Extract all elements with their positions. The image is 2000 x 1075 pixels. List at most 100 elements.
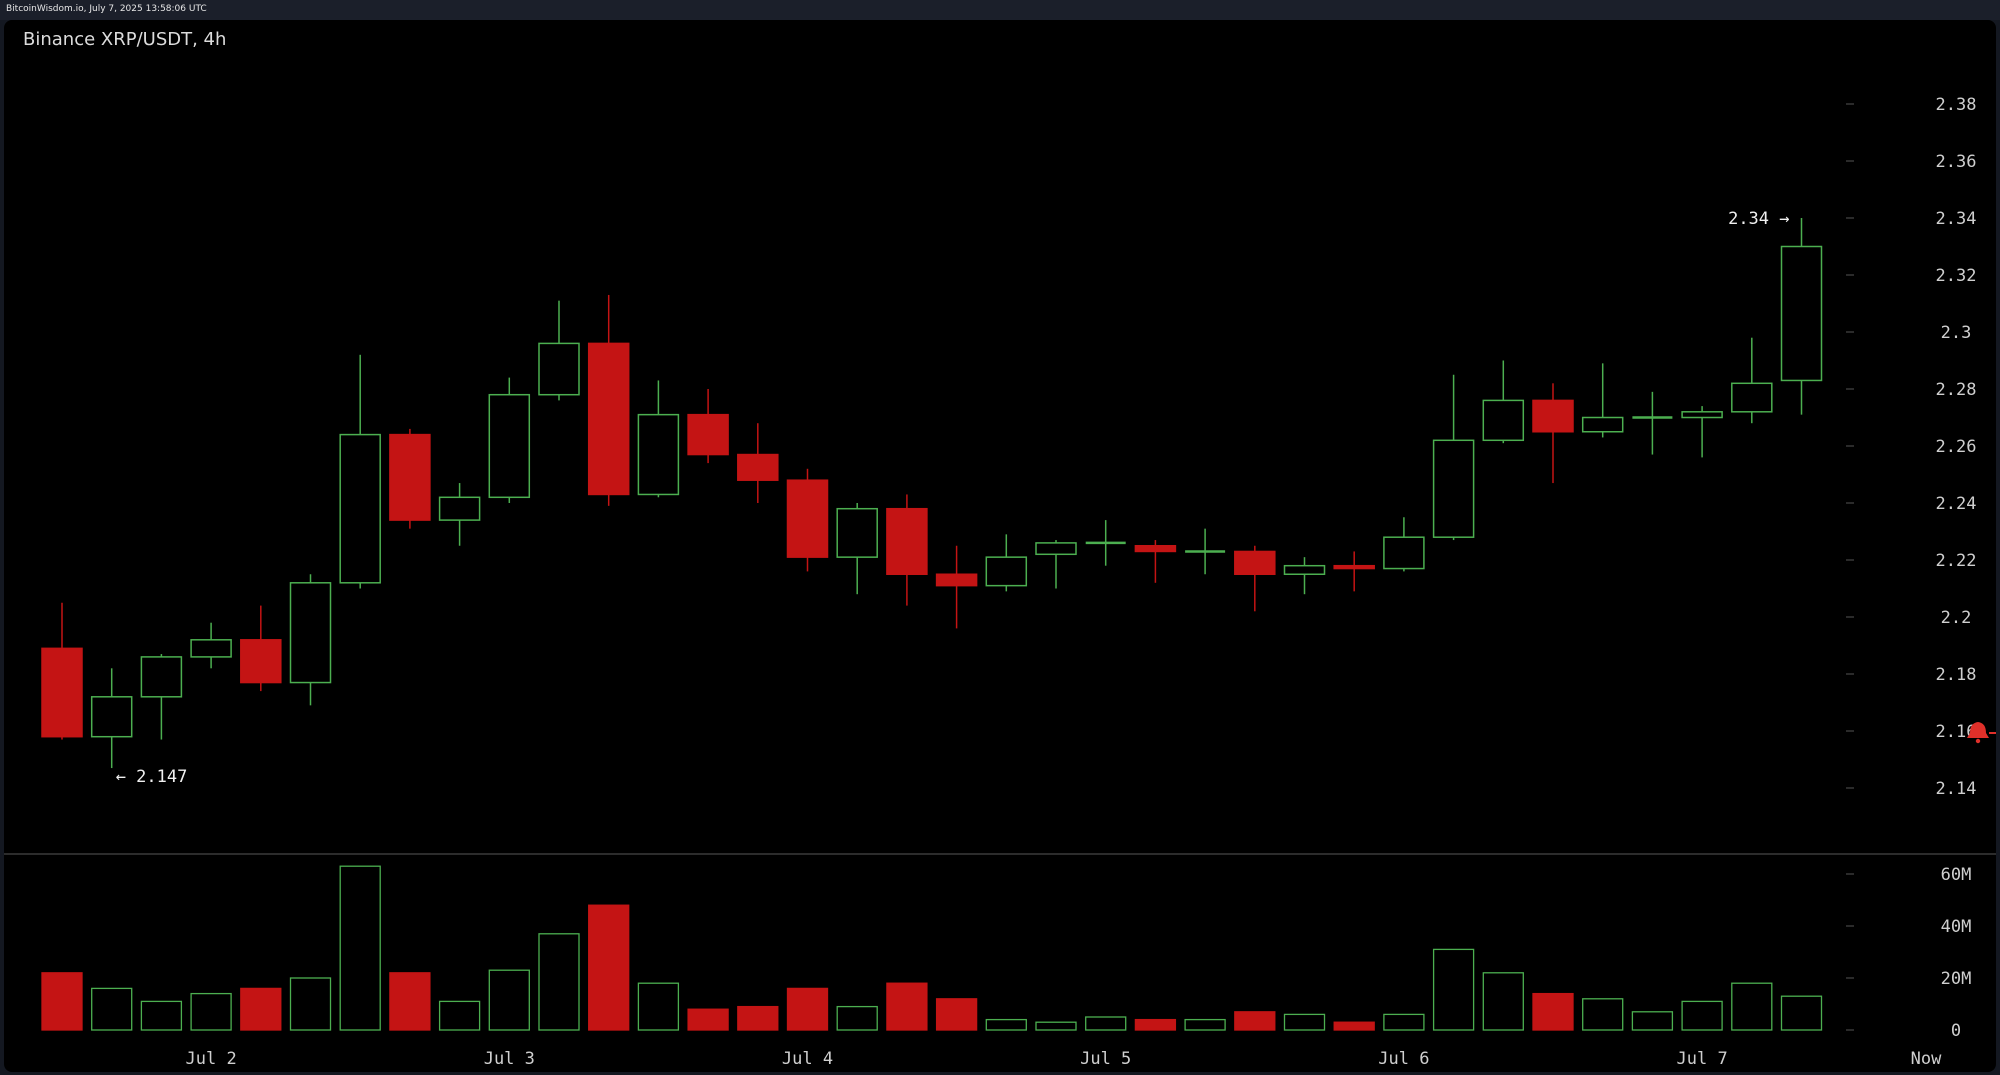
volume-bar bbox=[438, 1000, 481, 1031]
price-tick-label: 2.2 bbox=[1941, 608, 1972, 628]
annotations: 2.34 → ← 2.147 bbox=[116, 209, 1790, 787]
candle bbox=[438, 483, 481, 546]
bell-icon[interactable] bbox=[1967, 722, 1996, 744]
candle bbox=[1632, 391, 1673, 455]
time-tick-label: Jul 4 bbox=[782, 1049, 833, 1069]
candle-body bbox=[935, 573, 978, 587]
top-info-bar: BitcoinWisdom.io, July 7, 2025 13:58:06 … bbox=[0, 0, 2000, 20]
time-tick-label: Jul 3 bbox=[484, 1049, 535, 1069]
candle bbox=[140, 654, 183, 740]
high-annotation: 2.34 → bbox=[1728, 209, 1789, 229]
low-annotation: ← 2.147 bbox=[116, 767, 188, 787]
candle bbox=[985, 534, 1028, 592]
volume-bar bbox=[289, 977, 332, 1031]
candle bbox=[1681, 406, 1723, 458]
candle bbox=[1085, 520, 1126, 566]
price-tick-label: 2.26 bbox=[1936, 437, 1977, 457]
price-tick-label: 2.14 bbox=[1936, 779, 1977, 799]
candle-body bbox=[836, 507, 878, 558]
volume-bar bbox=[1383, 1013, 1425, 1031]
candle-body bbox=[737, 453, 779, 481]
candle bbox=[488, 377, 531, 503]
volume-bar bbox=[886, 982, 928, 1031]
volume-bar bbox=[687, 1008, 729, 1031]
candle-body bbox=[687, 413, 729, 456]
volume-bar bbox=[41, 972, 83, 1031]
candle-body bbox=[41, 647, 83, 738]
candle bbox=[1383, 517, 1425, 572]
price-axis: 2.14 2.16 2.18 2.2 2.22 2.24 2.26 2.28 2.3 2.32 2.… bbox=[1846, 95, 1976, 799]
candle bbox=[737, 423, 779, 503]
candle bbox=[289, 574, 332, 706]
candle-body bbox=[1581, 416, 1624, 433]
candle bbox=[1134, 540, 1177, 583]
source-timestamp: BitcoinWisdom.io, July 7, 2025 13:58:06 … bbox=[6, 4, 207, 14]
volume-bar bbox=[1184, 1018, 1226, 1031]
candle bbox=[836, 503, 878, 595]
candle-body bbox=[538, 342, 580, 396]
candle bbox=[1035, 540, 1077, 589]
volume-bar bbox=[1134, 1018, 1177, 1031]
time-tick-label: Now bbox=[1911, 1049, 1942, 1069]
candle bbox=[935, 545, 978, 629]
candle bbox=[637, 380, 680, 498]
candle-body bbox=[289, 582, 332, 684]
price-tick-label: 2.28 bbox=[1936, 380, 1977, 400]
candle-body bbox=[637, 413, 680, 496]
candle-body bbox=[488, 393, 531, 499]
candle bbox=[1532, 383, 1574, 484]
candle-body bbox=[886, 507, 928, 576]
candle-body bbox=[1532, 399, 1574, 433]
price-tick-label: 2.24 bbox=[1936, 494, 1977, 514]
volume-bar bbox=[1582, 998, 1624, 1031]
volume-bar bbox=[1681, 1000, 1723, 1031]
candle bbox=[90, 668, 133, 769]
candle-body bbox=[438, 496, 481, 521]
volume-bar bbox=[1532, 992, 1574, 1031]
candle-body bbox=[190, 639, 232, 658]
candle-body bbox=[90, 696, 133, 738]
volume-bar bbox=[1333, 1021, 1375, 1031]
candle bbox=[190, 622, 232, 669]
candle-body bbox=[1283, 564, 1326, 576]
volume-bar bbox=[737, 1005, 779, 1031]
candle-body bbox=[1432, 439, 1475, 538]
volume-bar bbox=[1035, 1021, 1077, 1031]
volume-bar bbox=[786, 987, 829, 1031]
candles bbox=[41, 218, 1823, 769]
candle bbox=[1333, 551, 1375, 592]
candle bbox=[1432, 374, 1475, 541]
price-tick-label: 2.18 bbox=[1936, 665, 1977, 685]
candle-body bbox=[985, 556, 1028, 587]
volume-bar bbox=[339, 865, 381, 1031]
volume-bar bbox=[637, 982, 680, 1031]
chart-panel: 2.14 2.16 2.18 2.2 2.22 2.24 2.26 2.28 2.3 2.32 2.… bbox=[4, 20, 1996, 1072]
volume-bar bbox=[836, 1005, 878, 1031]
time-axis: Jul 2 Jul 3 Jul 4 Jul 5 Jul 6 Jul 7 Now bbox=[186, 1049, 1943, 1069]
volume-axis: 0 20M 40M 60M bbox=[1846, 865, 1971, 1041]
price-chart[interactable]: 2.14 2.16 2.18 2.2 2.22 2.24 2.26 2.28 2.3 2.32 2.… bbox=[4, 20, 1996, 1072]
candle bbox=[389, 428, 431, 529]
price-tick-label: 2.22 bbox=[1936, 551, 1977, 571]
volume-tick-label: 0 bbox=[1951, 1021, 1961, 1041]
candle bbox=[1185, 528, 1226, 575]
candle bbox=[587, 294, 630, 506]
volume-bar bbox=[1731, 982, 1773, 1031]
candle-body bbox=[1780, 245, 1823, 382]
volume-bar bbox=[985, 1018, 1027, 1031]
candle-body bbox=[240, 639, 282, 684]
candle-body bbox=[786, 479, 829, 558]
volume-bar bbox=[140, 1000, 183, 1031]
volume-tick-label: 40M bbox=[1941, 917, 1972, 937]
candle-body bbox=[1234, 550, 1276, 576]
candle-body bbox=[1035, 542, 1077, 556]
candle-body bbox=[1333, 564, 1375, 570]
candle-body bbox=[1482, 399, 1525, 442]
volume-bar bbox=[1631, 1011, 1674, 1031]
time-tick-label: Jul 5 bbox=[1080, 1049, 1131, 1069]
volume-bar bbox=[538, 933, 580, 1031]
candle bbox=[339, 354, 381, 589]
candle-body bbox=[587, 342, 630, 496]
candle bbox=[538, 300, 580, 401]
time-tick-label: Jul 6 bbox=[1378, 1049, 1429, 1069]
